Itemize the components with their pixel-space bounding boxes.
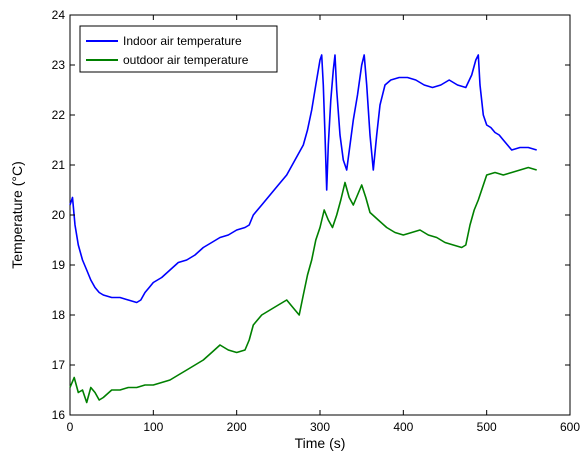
y-tick-label: 24 — [52, 8, 66, 22]
legend-box — [79, 25, 278, 73]
x-tick-label: 100 — [143, 420, 163, 434]
x-tick-label: 200 — [227, 420, 247, 434]
x-tick-label: 0 — [67, 420, 74, 434]
y-axis-label: Temperature (°C) — [9, 161, 25, 269]
y-tick-label: 16 — [52, 408, 66, 422]
x-tick-label: 500 — [477, 420, 497, 434]
y-tick-label: 21 — [52, 158, 66, 172]
y-tick-label: 18 — [52, 308, 66, 322]
tick-layer: 0 100 200 300 400 500 600 16 17 18 19 20 21 22 23 24 — [52, 8, 581, 434]
plot-area — [69, 14, 571, 416]
x-tick-label: 600 — [560, 420, 580, 434]
y-tick-label: 23 — [52, 58, 66, 72]
y-tick-label: 20 — [52, 208, 66, 222]
y-tick-label: 22 — [52, 108, 66, 122]
x-tick-label: 300 — [310, 420, 330, 434]
y-tick-label: 19 — [52, 258, 66, 272]
y-tick-label: 17 — [52, 358, 66, 372]
series-line-0 — [69, 54, 537, 304]
series-line-1 — [69, 166, 537, 404]
series-layer — [69, 54, 537, 404]
legend: Indoor air temperature outdoor air tempe… — [79, 25, 278, 73]
legend-label-outdoor: outdoor air temperature — [123, 53, 249, 67]
x-tick-label: 400 — [393, 420, 413, 434]
legend-label-indoor: Indoor air temperature — [123, 34, 242, 48]
x-axis-label: Time (s) — [295, 435, 346, 451]
